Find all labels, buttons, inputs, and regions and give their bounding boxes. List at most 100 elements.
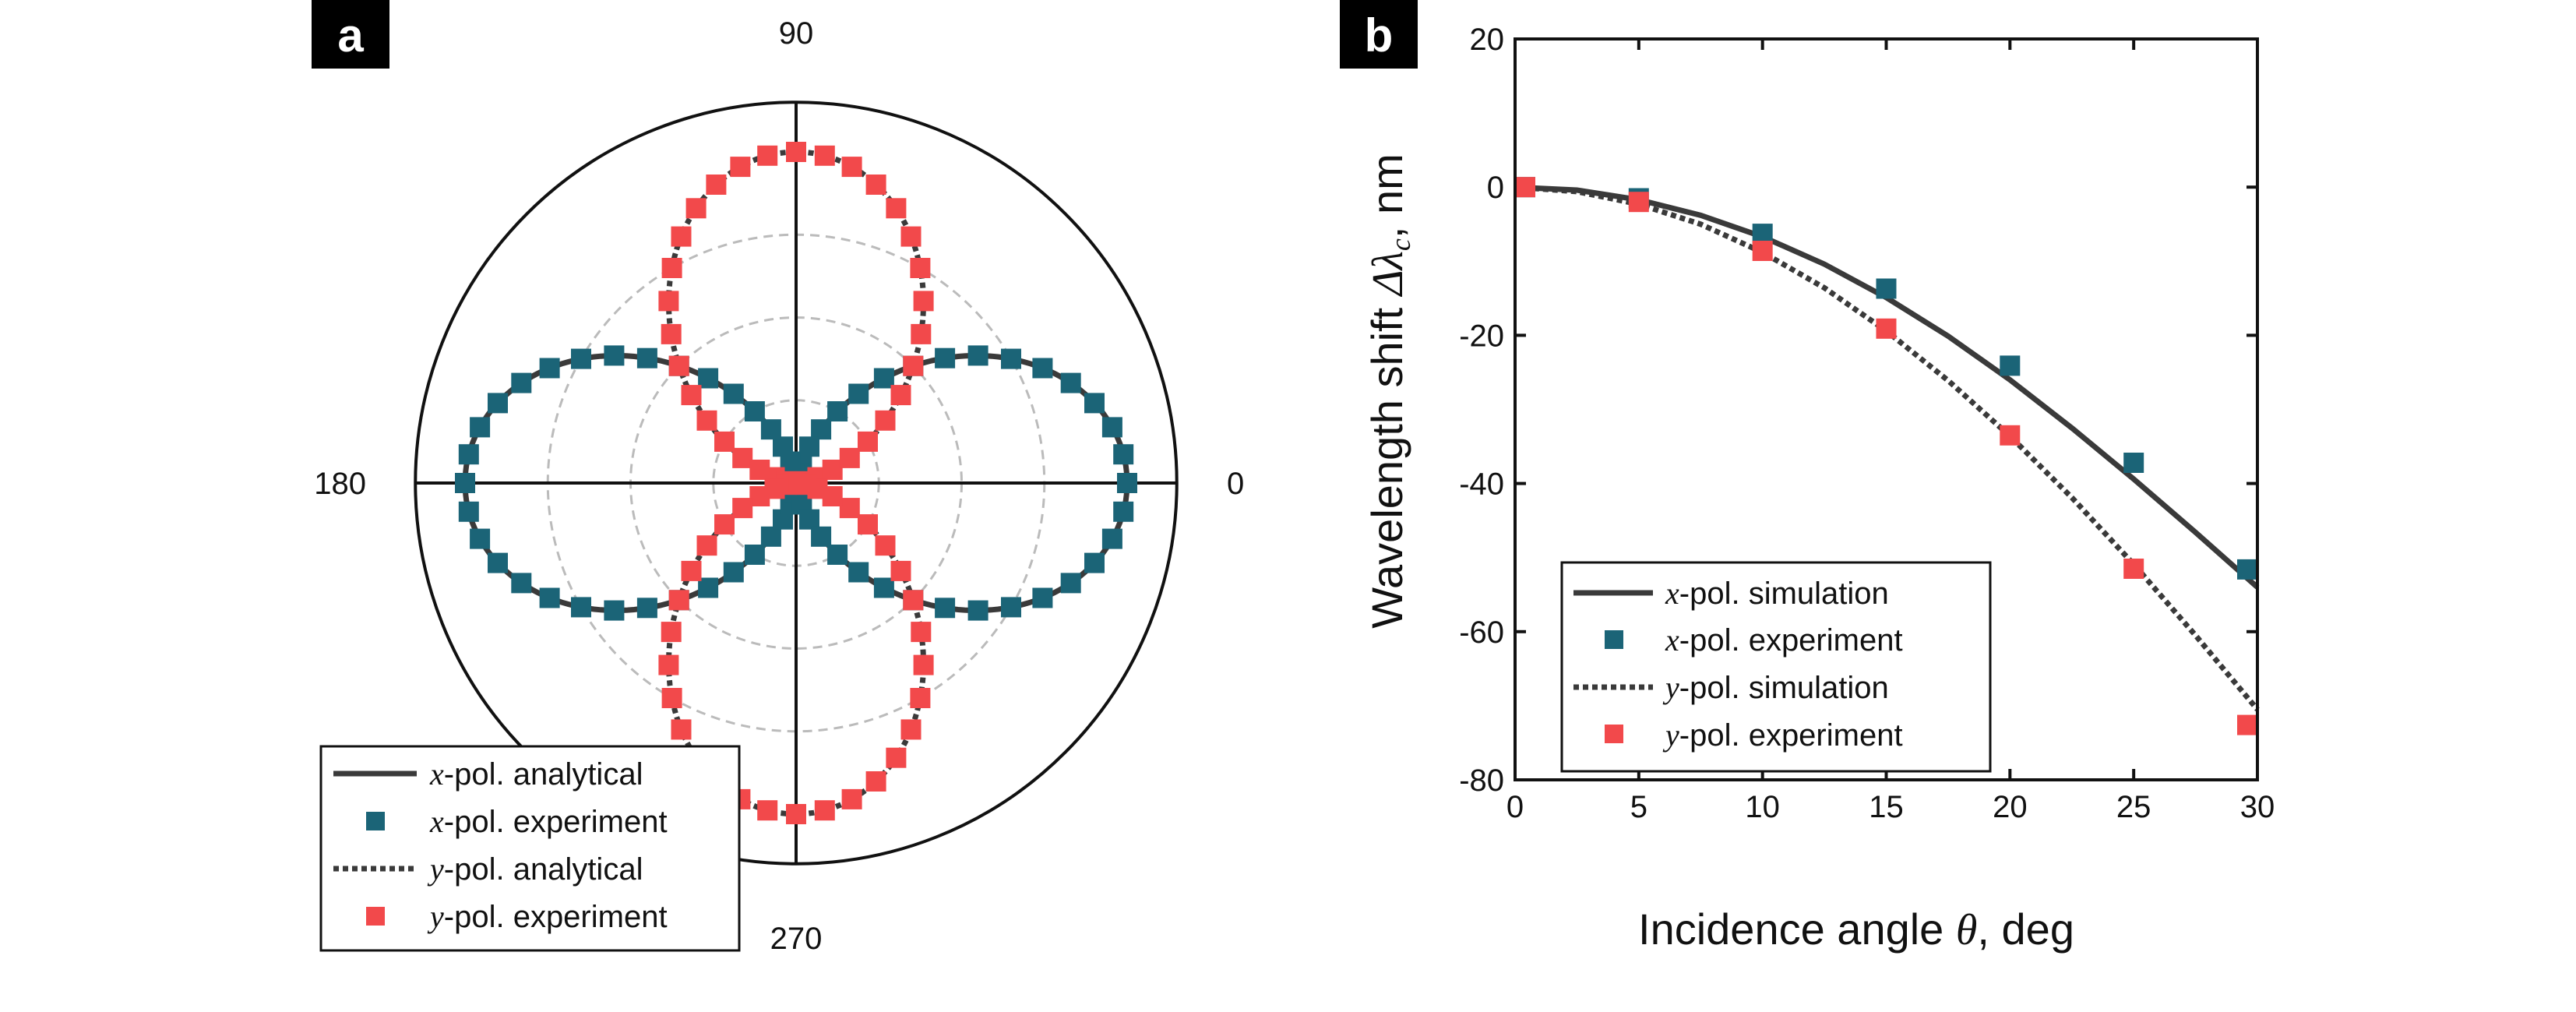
y-axis-title: Wavelength shift Δλc, nm: [1362, 153, 1416, 629]
y-pol-experiment-point: [2237, 714, 2257, 735]
x-pol-experiment-point: [967, 345, 988, 366]
legend-a-label-y-experiment: y-pol. experiment: [427, 899, 668, 934]
y-pol-experiment-point: [910, 688, 931, 708]
legend-b-label-y-simulation: y-pol. simulation: [1662, 670, 1889, 705]
polar-angle-label-0: 0: [1227, 467, 1244, 501]
legend-a-suffix: -pol. analytical: [444, 757, 643, 792]
y-pol-experiment-point: [658, 291, 679, 312]
polar-chart-panel: a 0 90 180 270 x-pol. analytical x-pol. …: [312, 0, 1244, 956]
y-pol-experiment-point: [841, 788, 862, 809]
legend-a-suffix: -pol. experiment: [444, 805, 668, 839]
legend-b-label-x-simulation: x-pol. simulation: [1665, 576, 1889, 611]
x-pol-experiment-point: [1113, 501, 1134, 522]
y-pol-experiment-point: [911, 323, 932, 344]
legend-a-suffix: -pol. analytical: [444, 852, 643, 887]
y-pol-experiment-point: [822, 460, 843, 480]
y-pol-experiment-point: [661, 323, 682, 344]
x-pol-experiment-point: [2123, 453, 2144, 473]
x-tick-label: 20: [1993, 790, 2028, 824]
y-pol-experiment-point: [2000, 425, 2021, 446]
x-pol-experiment-point: [1032, 587, 1053, 608]
y-pol-experiment-point: [671, 226, 692, 247]
y-pol-experiment-point: [1515, 177, 1535, 198]
legend-b-suffix: -pol. simulation: [1679, 577, 1889, 611]
y-pol-experiment-point: [661, 688, 682, 708]
y-pol-experiment-point: [903, 355, 924, 376]
x-pol-experiment-point: [488, 552, 508, 573]
x-pol-experiment-point: [458, 444, 479, 465]
x-pol-experiment-point: [811, 419, 832, 440]
x-pol-experiment-point: [1084, 393, 1105, 414]
y-axis-title-text: Wavelength shift: [1362, 307, 1411, 628]
y-pol-experiment-point: [685, 198, 707, 219]
x-pol-experiment-point: [511, 573, 532, 594]
legend-b-suffix: -pol. experiment: [1679, 718, 1903, 753]
x-pol-experiment-point: [723, 562, 744, 583]
x-pol-experiment-point: [811, 526, 832, 547]
x-pol-experiment-point: [604, 345, 625, 366]
panel-a-label-box: [312, 0, 389, 69]
y-pol-experiment-point: [903, 590, 924, 611]
legend-b-prefix: x: [1665, 576, 1679, 611]
y-pol-experiment-point: [668, 355, 689, 376]
x-axis-title-text: Incidence angle: [1638, 904, 1943, 954]
y-tick-label: -20: [1459, 319, 1504, 353]
x-pol-experiment-point: [935, 598, 956, 619]
y-pol-experiment-point: [900, 719, 922, 740]
x-pol-experiment-point: [1084, 552, 1105, 573]
x-tick-labels: 0 5 10 15 20 25 30: [1506, 790, 2275, 824]
x-pol-experiment-point: [773, 436, 793, 457]
y-pol-experiment-point: [732, 498, 753, 519]
y-pol-experiment-point: [671, 719, 692, 740]
y-pol-experiment-point: [681, 560, 702, 581]
legend-a-prefix: x: [429, 756, 444, 792]
x-pol-experiment-point: [511, 372, 532, 393]
x-pol-experiment-point: [1876, 278, 1897, 299]
panel-b-label-box: [1340, 0, 1418, 69]
x-pol-experiment-point: [470, 528, 491, 549]
plot-frame: [1514, 37, 2259, 781]
y-pol-experiment-point: [900, 226, 922, 247]
x-pol-experiment-point: [636, 347, 657, 368]
polar-angle-label-180: 180: [314, 467, 366, 501]
x-pol-experiment-point: [723, 383, 744, 404]
y-pol-experiment-point: [814, 145, 835, 166]
legend-a-prefix: y: [427, 852, 444, 887]
y-pol-experiment-point: [696, 410, 717, 431]
y-pol-experiment-point: [865, 175, 886, 195]
legend-a-label-x-analytical: x-pol. analytical: [429, 756, 643, 792]
x-axis-title-symbol: θ: [1956, 906, 1978, 954]
y-pol-experiment-point: [913, 654, 934, 675]
y-pol-experiment-point: [886, 747, 907, 768]
y-pol-experiment-point: [839, 498, 860, 519]
y-pol-experiment-point: [886, 198, 907, 219]
y-pol-experiment-point: [858, 514, 878, 535]
y-pol-experiment-point: [875, 410, 896, 431]
x-pol-simulation-curve: [1514, 184, 2260, 590]
y-pol-experiment-point: [749, 486, 770, 506]
x-pol-experiment-point: [848, 562, 869, 583]
x-tick-label: 25: [2116, 790, 2151, 824]
y-pol-experiment-point: [890, 560, 911, 581]
x-pol-experiment-point: [1101, 417, 1122, 438]
x-pol-experiment-point: [827, 545, 848, 565]
y-pol-experiment-point: [668, 590, 689, 611]
y-pol-experiment-point: [1876, 318, 1897, 339]
x-pol-experiment-point: [1752, 224, 1773, 245]
y-pol-experiment-point: [714, 431, 735, 452]
y-pol-experiment-point: [839, 447, 860, 468]
x-tick-label: 10: [1745, 790, 1780, 824]
x-pol-experiment-point: [539, 358, 560, 379]
x-pol-experiment-point: [848, 383, 869, 404]
legend-b-swatch-x-marker: [1605, 630, 1623, 649]
y-pol-experiment-point: [661, 622, 682, 643]
y-pol-experiment-point: [2123, 559, 2144, 579]
legend-a-swatch-x-marker: [366, 812, 385, 830]
y-pol-experiment-point: [786, 804, 806, 824]
x-pol-experiment-point: [2000, 355, 2021, 376]
x-pol-experiment-markers: [1515, 177, 2257, 580]
panel-b-label-text: b: [1365, 9, 1394, 62]
y-pol-experiment-point: [858, 431, 878, 452]
polar-legend-box: [319, 745, 741, 952]
x-pol-experiment-point: [488, 393, 508, 414]
